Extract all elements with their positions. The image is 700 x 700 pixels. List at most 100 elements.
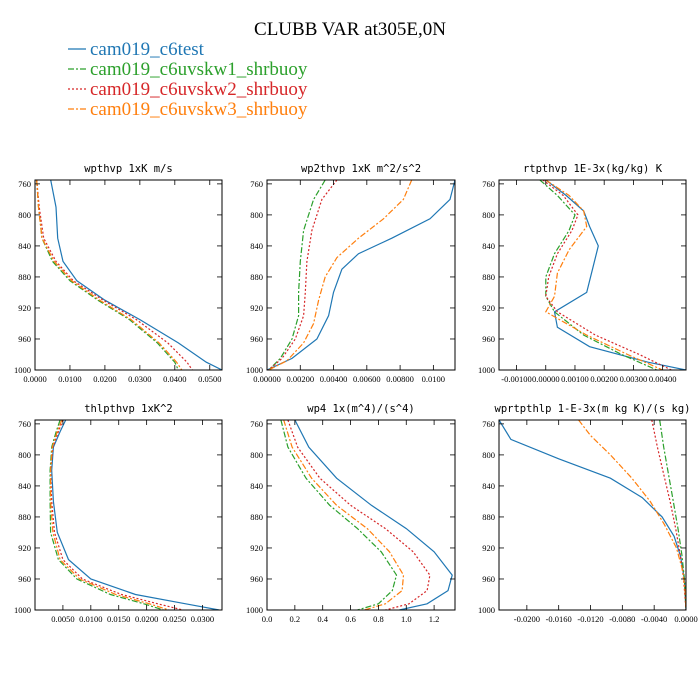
series-line <box>49 420 164 610</box>
y-tick-label: 840 <box>18 481 31 491</box>
series-line <box>539 180 658 370</box>
legend-label: cam019_c6uvskw3_shrbuoy <box>90 99 308 120</box>
series-line <box>51 420 220 610</box>
series-line <box>36 180 193 370</box>
y-tick-label: 920 <box>18 543 31 553</box>
panel-title: wpthvp 1xK m/s <box>84 163 173 175</box>
y-tick-label: 840 <box>482 481 495 491</box>
series-line <box>36 180 179 370</box>
x-tick-label: 1.2 <box>429 614 440 624</box>
y-tick-label: 880 <box>18 272 31 282</box>
y-tick-label: 1000 <box>14 365 31 375</box>
series-line <box>545 180 686 370</box>
series-line <box>578 420 686 610</box>
y-tick-label: 800 <box>482 210 495 220</box>
x-tick-label: -0.0160 <box>546 614 572 624</box>
series-group <box>499 420 686 610</box>
series-line <box>544 180 663 370</box>
legend-entry: cam019_c6uvskw2_shrbuoy <box>68 79 308 100</box>
x-tick-label: 0.0200 <box>135 614 158 624</box>
series-group <box>280 420 453 610</box>
legend-entry: cam019_c6test <box>68 39 205 60</box>
x-tick-label: 0.0000 <box>674 614 697 624</box>
y-tick-label: 800 <box>18 450 31 460</box>
y-tick-label: 880 <box>250 512 263 522</box>
y-tick-label: 960 <box>250 334 263 344</box>
legend-entry: cam019_c6uvskw1_shrbuoy <box>68 59 308 80</box>
x-tick-label: 0.00600 <box>353 374 381 384</box>
series-line <box>36 180 183 370</box>
x-tick-label: 0.00200 <box>590 374 618 384</box>
y-tick-label: 840 <box>482 241 495 251</box>
y-tick-label: 960 <box>482 334 495 344</box>
x-tick-label: -0.0040 <box>641 614 667 624</box>
y-tick-label: 880 <box>482 512 495 522</box>
chart-panel: thlpthvp 1xK^2 760 800 840 880 920 960 1000 0.00… <box>14 403 223 624</box>
x-tick-label: 0.00400 <box>320 374 348 384</box>
x-tick-label: 0.00000 <box>532 374 560 384</box>
y-tick-label: 960 <box>482 574 495 584</box>
x-tick-label: 0.0300 <box>191 614 214 624</box>
series-line <box>280 420 398 610</box>
x-tick-label: 0.0050 <box>51 614 74 624</box>
x-tick-label: 0.0200 <box>93 374 116 384</box>
y-tick-label: 920 <box>18 303 31 313</box>
y-tick-label: 760 <box>250 419 263 429</box>
x-tick-label: 0.6 <box>345 614 356 624</box>
x-tick-label: 0.00800 <box>386 374 414 384</box>
panel-title: wp4 1x(m^4)/(s^4) <box>307 403 414 415</box>
series-group <box>36 180 222 370</box>
chart-panel: wp4 1x(m^4)/(s^4)76080084088092096010000… <box>246 403 456 624</box>
series-line <box>659 420 686 610</box>
panel-title: wprtpthlp 1-E-3x(m kg K)/(s kg) <box>495 403 691 415</box>
x-tick-label: 1.0 <box>401 614 412 624</box>
series-line <box>542 180 672 370</box>
y-tick-label: 960 <box>18 574 31 584</box>
y-tick-label: 1000 <box>14 605 31 615</box>
chart-panel: rtpthvp 1E-3x(kg/kg) K 760 800 840 880 920 960… <box>478 163 687 384</box>
legend: cam019_c6testcam019_c6uvskw1_shrbuoycam0… <box>68 39 308 120</box>
x-tick-label: 0.0000 <box>23 374 46 384</box>
series-line <box>49 420 184 610</box>
x-tick-label: -0.0120 <box>577 614 603 624</box>
series-line <box>287 420 431 610</box>
y-tick-label: 760 <box>482 419 495 429</box>
x-tick-label: 0.2 <box>290 614 301 624</box>
figure-title: CLUBB VAR at305E,0N <box>254 19 446 40</box>
legend-entry: cam019_c6uvskw3_shrbuoy <box>68 99 308 120</box>
y-tick-label: 760 <box>18 419 31 429</box>
panels: wpthvp 1xK m/s76080084088092096010000.00… <box>14 163 698 624</box>
chart-panel: wpthvp 1xK m/s 760 800 840 880 920 960 10000.00… <box>14 163 223 384</box>
x-tick-label: 0.00300 <box>620 374 648 384</box>
series-group <box>539 180 686 370</box>
series-line <box>499 420 686 610</box>
x-tick-label: -0.0200 <box>514 614 540 624</box>
legend-label: cam019_c6test <box>90 39 205 60</box>
series-line <box>268 180 326 370</box>
chart-panel: wp2thvp 1xK m^2/s^2 760 800 840 880 920 960 100… <box>246 163 456 384</box>
y-tick-label: 800 <box>18 210 31 220</box>
y-tick-label: 1000 <box>478 605 495 615</box>
plot-frame <box>34 179 223 371</box>
series-line <box>283 420 405 610</box>
x-tick-label: 0.0400 <box>163 374 186 384</box>
panel-title: rtpthvp 1E-3x(kg/kg) K <box>523 163 663 175</box>
x-tick-label: 0.0100 <box>79 614 102 624</box>
panel-title: thlpthvp 1xK^2 <box>84 403 173 415</box>
y-tick-label: 760 <box>18 179 31 189</box>
x-tick-label: -0.0080 <box>609 614 635 624</box>
series-group <box>267 180 455 370</box>
plot-frame <box>498 179 687 371</box>
y-tick-label: 920 <box>250 543 263 553</box>
series-line <box>268 180 413 370</box>
plot-frame <box>498 419 687 611</box>
x-tick-label: 0.0250 <box>163 614 186 624</box>
x-tick-label: 0.0300 <box>128 374 151 384</box>
series-line <box>50 180 222 370</box>
y-tick-label: 880 <box>482 272 495 282</box>
y-tick-label: 920 <box>250 303 263 313</box>
y-tick-label: 960 <box>18 334 31 344</box>
series-line <box>294 420 453 610</box>
series-line <box>651 420 686 610</box>
x-tick-label: 0.00200 <box>286 374 314 384</box>
